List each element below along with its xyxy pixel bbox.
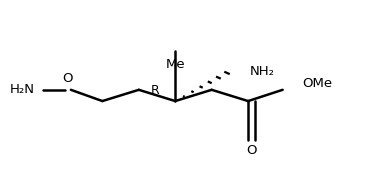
Text: NH₂: NH₂ bbox=[250, 65, 275, 77]
Text: OMe: OMe bbox=[302, 77, 332, 90]
Text: Me: Me bbox=[166, 58, 185, 71]
Text: O: O bbox=[63, 72, 73, 85]
Text: R: R bbox=[151, 84, 160, 97]
Text: H₂N: H₂N bbox=[9, 83, 34, 96]
Text: O: O bbox=[246, 144, 257, 157]
